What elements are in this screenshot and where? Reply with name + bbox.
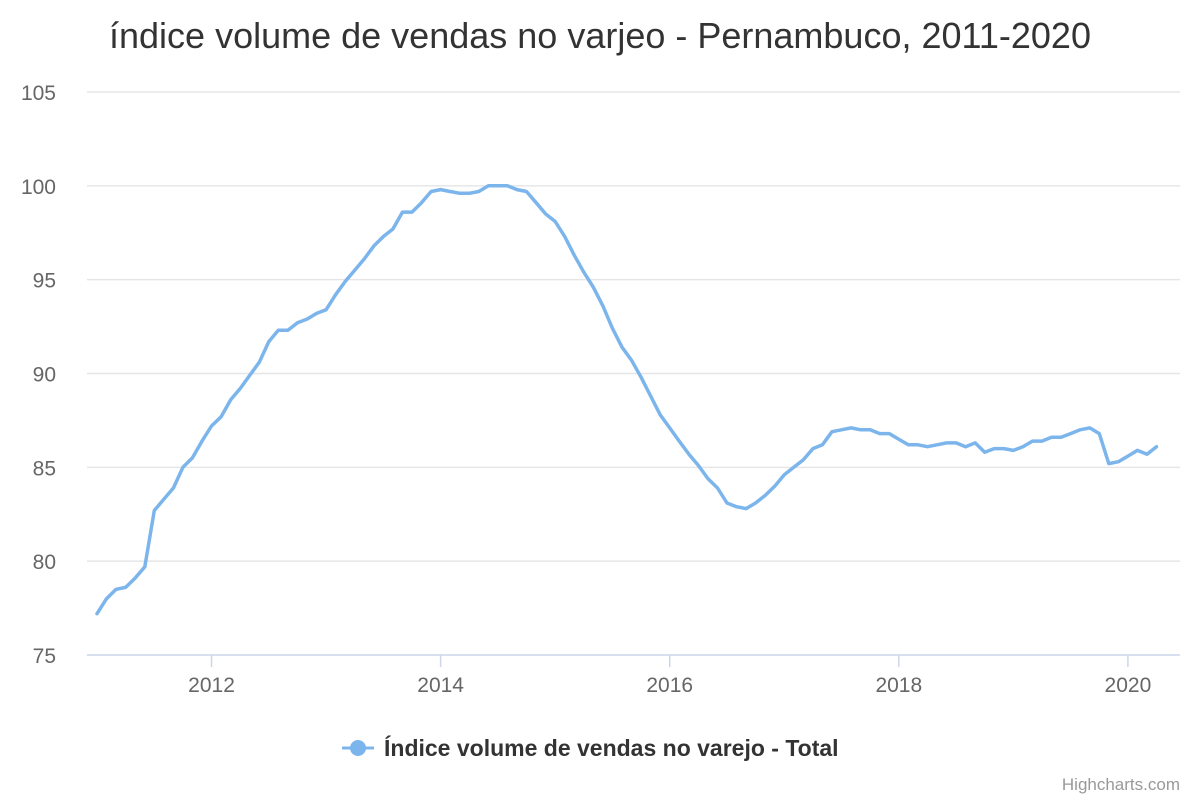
y-tick-label-85: 85 xyxy=(33,457,56,480)
legend[interactable]: Índice volume de vendas no varejo - Tota… xyxy=(342,734,839,761)
chart-title: índice volume de vendas no varjeo - Pern… xyxy=(109,15,1091,56)
x-tick-label-2020: 2020 xyxy=(1105,674,1152,697)
y-tick-label-90: 90 xyxy=(33,364,56,387)
x-tick-label-2018: 2018 xyxy=(875,674,922,697)
y-axis: 75 80 85 90 95 100 105 xyxy=(21,82,56,668)
grid-lines xyxy=(87,91,1180,562)
x-axis: 2012 2014 2016 2018 2020 xyxy=(87,654,1180,697)
y-tick-label-80: 80 xyxy=(33,551,56,574)
y-tick-label-105: 105 xyxy=(21,82,56,105)
credits-link[interactable]: Highcharts.com xyxy=(1062,775,1180,794)
x-tick-label-2012: 2012 xyxy=(188,674,235,697)
x-tick-label-2016: 2016 xyxy=(646,674,693,697)
series-line-0[interactable] xyxy=(95,184,1159,616)
y-tick-label-95: 95 xyxy=(33,270,56,293)
y-tick-label-100: 100 xyxy=(21,176,56,199)
y-tick-label-75: 75 xyxy=(33,645,56,668)
x-tick-label-2014: 2014 xyxy=(417,674,464,697)
series-group xyxy=(95,184,1159,616)
legend-marker-icon xyxy=(350,740,366,756)
legend-label[interactable]: Índice volume de vendas no varejo - Tota… xyxy=(384,734,839,761)
